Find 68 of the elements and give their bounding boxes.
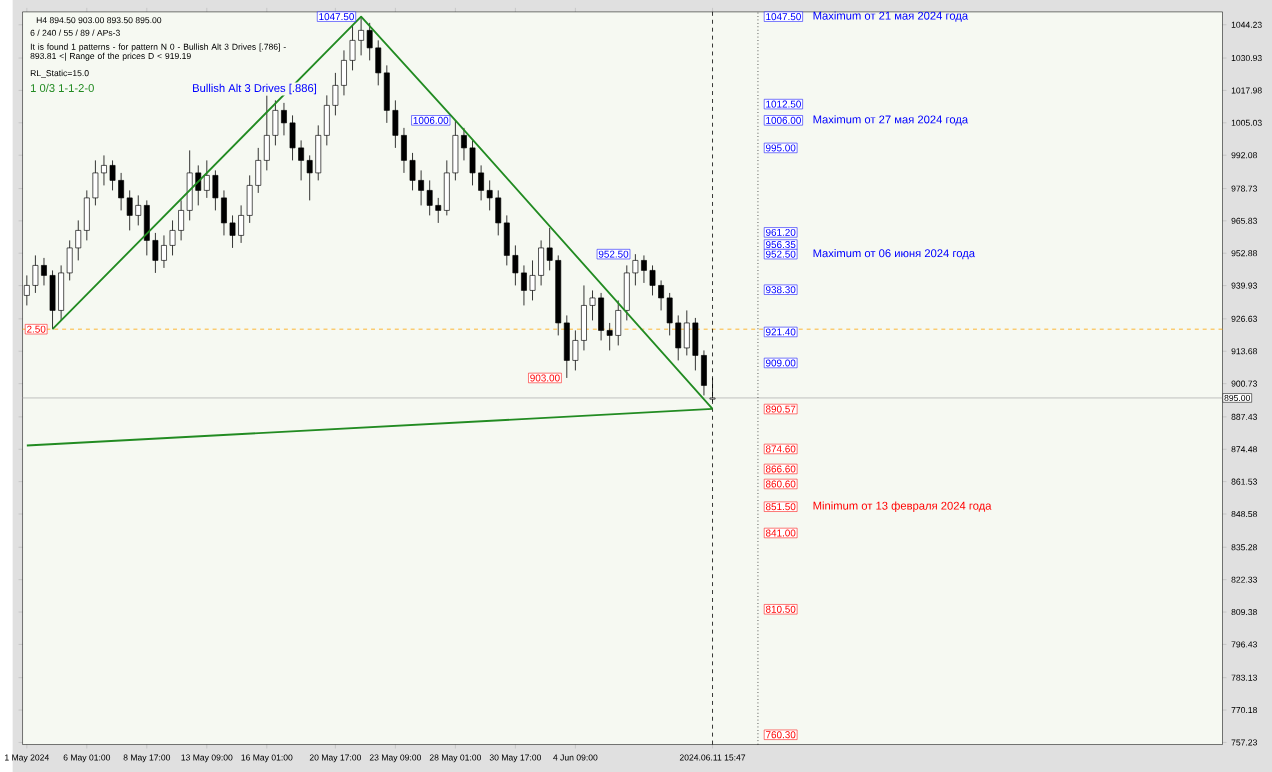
annotation: 841.00 <box>765 529 796 537</box>
x-tick-label: 8 May 17:00 <box>123 754 171 763</box>
y-tick-label: 1044.23 <box>1231 21 1262 28</box>
annotation: 909.00 <box>765 359 796 367</box>
y-tick-label: 770.18 <box>1231 706 1257 713</box>
annotation: 956.35 <box>765 240 796 248</box>
x-tick-label: 20 May 17:00 <box>309 754 362 763</box>
y-tick-label: 952.88 <box>1231 250 1257 257</box>
annotation: 890.57 <box>765 405 796 413</box>
annotation: Minimum от 13 февраля 2024 года <box>813 501 992 512</box>
annotation: Maximum от 06 июня 2024 года <box>813 248 976 260</box>
annotation: Bullish Alt 3 Drives [.886] <box>193 83 317 95</box>
annotation: 952.50 <box>598 250 629 258</box>
y-tick-label: 1005.03 <box>1231 119 1262 126</box>
annotation: 903.00 <box>530 374 560 382</box>
annotation: 961.20 <box>765 228 796 236</box>
x-tick-label: 2024.06.11 15:47 <box>679 754 746 761</box>
annotation: Maximum от 21 мая 2024 года <box>813 11 969 22</box>
y-tick-label: 926.63 <box>1231 315 1257 322</box>
y-tick-label: 1030.93 <box>1231 54 1262 61</box>
x-tick-label: 13 May 09:00 <box>181 754 233 763</box>
annotation: 1006.00 <box>766 116 801 124</box>
x-tick-label: 16 May 01:00 <box>241 754 293 763</box>
y-tick-label: 874.48 <box>1231 446 1257 453</box>
y-tick-label: 822.33 <box>1231 576 1257 583</box>
annotation: 810.50 <box>765 605 796 613</box>
annotation: 952.50 <box>765 250 796 258</box>
y-tick-label: 887.43 <box>1231 413 1257 420</box>
y-tick-label: 1017.98 <box>1231 87 1262 94</box>
annotation: 1006.00 <box>413 116 449 124</box>
annotation: 1047.50 <box>319 13 354 21</box>
y-tick-label: 835.28 <box>1231 544 1257 551</box>
y-tick-label: 783.13 <box>1231 674 1257 681</box>
annotation: It is found 1 patterns - for pattern N 0 - Bullish Alt 3 Drives [.786] - 893.81 <| Range of the prices D < 919.19 <box>30 43 286 61</box>
annotation: 866.60 <box>765 465 796 473</box>
x-tick-label: 30 May 17:00 <box>489 754 542 763</box>
annotation: 1012.50 <box>766 100 801 108</box>
x-tick-label: 23 May 09:00 <box>369 754 422 763</box>
y-tick-label: 939.93 <box>1231 282 1257 289</box>
annotation: 851.50 <box>765 503 796 511</box>
annotation: 6 / 240 / 55 / 89 / APs-3 <box>30 29 120 36</box>
chart-title: H4 894.50 903.00 893.50 895.00 <box>36 17 162 24</box>
x-tick-label: 4 Jun 09:00 <box>553 754 598 761</box>
annotation: 1 0/3 1-1-2-0 <box>30 83 94 92</box>
annotation: 760.30 <box>766 731 796 739</box>
y-tick-label: 861.53 <box>1231 478 1257 485</box>
x-tick-label: 28 May 01:00 <box>429 754 482 763</box>
annotation: 921.40 <box>765 328 796 336</box>
x-tick-label: 6 May 01:00 <box>63 754 111 763</box>
annotation: 874.60 <box>765 445 796 453</box>
annotation: RL_Static=15.0 <box>30 69 89 78</box>
ref-line-label: 895.00 <box>1224 394 1250 401</box>
y-tick-label: 913.68 <box>1231 348 1257 355</box>
annotation: 938.30 <box>765 286 796 294</box>
y-tick-label: 992.08 <box>1231 152 1257 159</box>
y-tick-label: 796.43 <box>1231 641 1257 648</box>
annotation: Maximum от 27 мая 2024 года <box>813 115 969 126</box>
x-tick-label: 1 May 2024 <box>5 754 49 763</box>
y-tick-label: 965.83 <box>1231 217 1257 224</box>
y-tick-label: 757.23 <box>1231 739 1257 746</box>
annotation: 2.50 <box>27 325 46 333</box>
y-tick-label: 900.73 <box>1231 380 1257 387</box>
y-tick-label: 848.58 <box>1231 510 1257 517</box>
annotation: 860.60 <box>765 480 796 488</box>
annotation: 1047.50 <box>766 13 801 21</box>
y-tick-label: 809.38 <box>1231 608 1257 615</box>
y-tick-label: 978.73 <box>1231 185 1257 192</box>
annotation: 995.00 <box>765 144 796 152</box>
